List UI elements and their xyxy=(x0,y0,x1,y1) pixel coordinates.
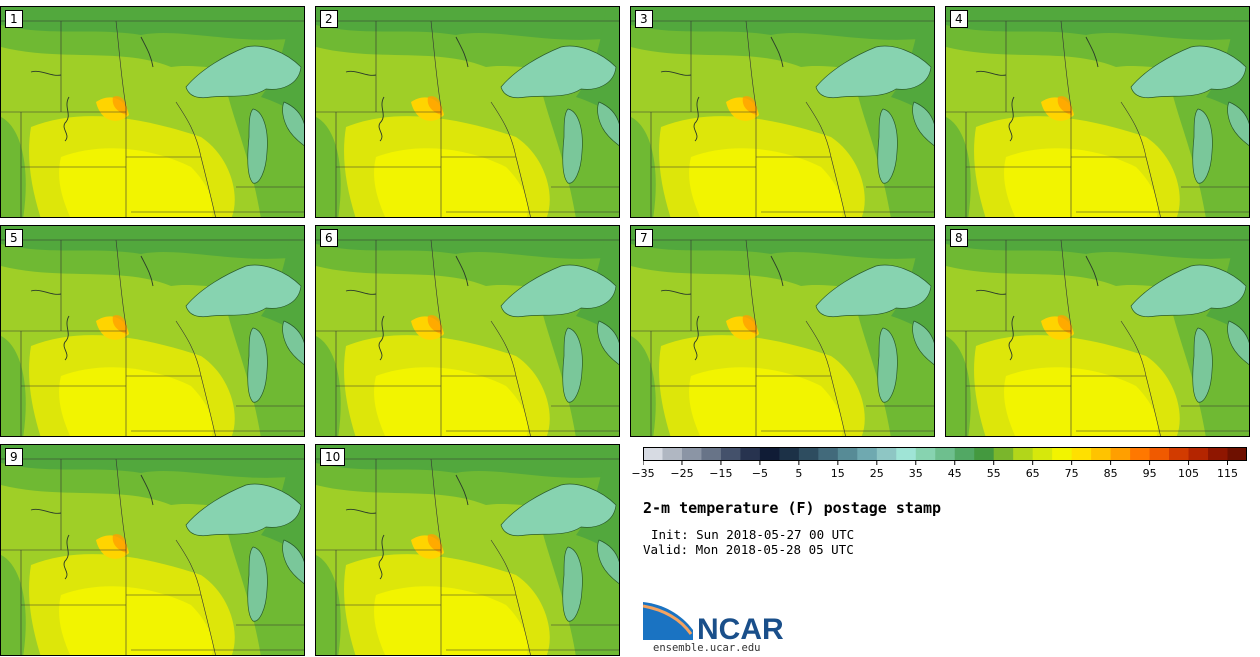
colorbar-swatch xyxy=(798,447,819,461)
panel-number-label: 7 xyxy=(635,229,653,247)
colorbar-swatch xyxy=(1149,447,1170,461)
colorbar-swatch xyxy=(915,447,936,461)
logo-wordmark: NCAR xyxy=(697,613,784,644)
panel-number-label: 4 xyxy=(950,10,968,28)
panel-number-label: 10 xyxy=(320,448,346,466)
temperature-map xyxy=(316,226,619,436)
temperature-map xyxy=(946,7,1249,217)
colorbar-swatch xyxy=(1052,447,1073,461)
colorbar-tick-label: 25 xyxy=(869,467,884,480)
colorbar-swatch xyxy=(681,447,702,461)
colorbar-tick-label: 45 xyxy=(947,467,962,480)
colorbar-swatch xyxy=(720,447,741,461)
temperature-map xyxy=(1,7,304,217)
postage-stamp-panel: 7 xyxy=(630,225,935,437)
colorbar-tick-label: 35 xyxy=(908,467,923,480)
colorbar-tick-label: 15 xyxy=(830,467,845,480)
colorbar-swatch xyxy=(643,447,663,461)
colorbar-swatch xyxy=(857,447,878,461)
temperature-map xyxy=(316,7,619,217)
colorbar-tick-label: 65 xyxy=(1025,467,1040,480)
colorbar-swatch xyxy=(662,447,683,461)
postage-stamp-panel: 5 xyxy=(0,225,305,437)
postage-stamp-panel: 4 xyxy=(945,6,1250,218)
colorbar-swatch xyxy=(701,447,722,461)
colorbar-swatch xyxy=(1013,447,1034,461)
colorbar-swatch xyxy=(818,447,839,461)
colorbar-swatch xyxy=(1032,447,1053,461)
site-url: ensemble.ucar.edu xyxy=(653,642,761,654)
temperature-map xyxy=(631,226,934,436)
colorbar-swatch xyxy=(1169,447,1190,461)
postage-stamp-panel: 6 xyxy=(315,225,620,437)
postage-stamp-panel: 10 xyxy=(315,444,620,656)
colorbar-swatch xyxy=(779,447,800,461)
postage-stamp-panel: 2 xyxy=(315,6,620,218)
colorbar-swatch xyxy=(974,447,995,461)
colorbar-tick-label: 75 xyxy=(1064,467,1079,480)
colorbar-swatch xyxy=(876,447,897,461)
colorbar-tick-label: −35 xyxy=(631,467,655,480)
panel-number-label: 8 xyxy=(950,229,968,247)
colorbar-swatch xyxy=(993,447,1014,461)
colorbar-swatch xyxy=(1208,447,1229,461)
colorbar-border xyxy=(643,447,1247,461)
panel-number-label: 3 xyxy=(635,10,653,28)
colorbar-tick-label: 95 xyxy=(1142,467,1157,480)
colorbar-tick-label: 55 xyxy=(986,467,1001,480)
colorbar-swatch xyxy=(935,447,956,461)
colorbar-tick-label: −5 xyxy=(751,467,768,480)
colorbar-swatch xyxy=(1071,447,1092,461)
colorbar-tick-label: 5 xyxy=(795,467,803,480)
colorbar-swatch xyxy=(896,447,917,461)
colorbar-tick-label: 115 xyxy=(1217,467,1238,480)
ncar-logo: NCAR xyxy=(643,602,784,644)
chart-title: 2-m temperature (F) postage stamp xyxy=(643,499,942,517)
postage-stamp-panel: 3 xyxy=(630,6,935,218)
temperature-colorbar xyxy=(643,447,1247,465)
temperature-map xyxy=(946,226,1249,436)
colorbar-swatch xyxy=(954,447,975,461)
colorbar-tick-label: 105 xyxy=(1178,467,1199,480)
colorbar-swatch xyxy=(1091,447,1112,461)
colorbar-swatch xyxy=(740,447,761,461)
temperature-map xyxy=(1,226,304,436)
colorbar-swatch xyxy=(1110,447,1131,461)
panel-number-label: 1 xyxy=(5,10,23,28)
valid-time: Valid: Mon 2018-05-28 05 UTC xyxy=(643,542,854,557)
colorbar-tick-label: −25 xyxy=(670,467,694,480)
colorbar-swatch xyxy=(759,447,780,461)
colorbar-swatch xyxy=(1130,447,1151,461)
colorbar-swatch xyxy=(837,447,858,461)
init-time: Init: Sun 2018-05-27 00 UTC xyxy=(651,527,855,542)
postage-stamp-panel: 1 xyxy=(0,6,305,218)
colorbar-tick-label: −15 xyxy=(709,467,733,480)
panel-number-label: 5 xyxy=(5,229,23,247)
panel-number-label: 6 xyxy=(320,229,338,247)
temperature-map xyxy=(1,445,304,655)
panel-number-label: 2 xyxy=(320,10,338,28)
postage-stamp-panel: 9 xyxy=(0,444,305,656)
temperature-map xyxy=(316,445,619,655)
temperature-map xyxy=(631,7,934,217)
colorbar-tick-label: 85 xyxy=(1103,467,1118,480)
panel-number-label: 9 xyxy=(5,448,23,466)
colorbar-swatch xyxy=(1227,447,1247,461)
colorbar-swatch xyxy=(1188,447,1209,461)
postage-stamp-panel: 8 xyxy=(945,225,1250,437)
